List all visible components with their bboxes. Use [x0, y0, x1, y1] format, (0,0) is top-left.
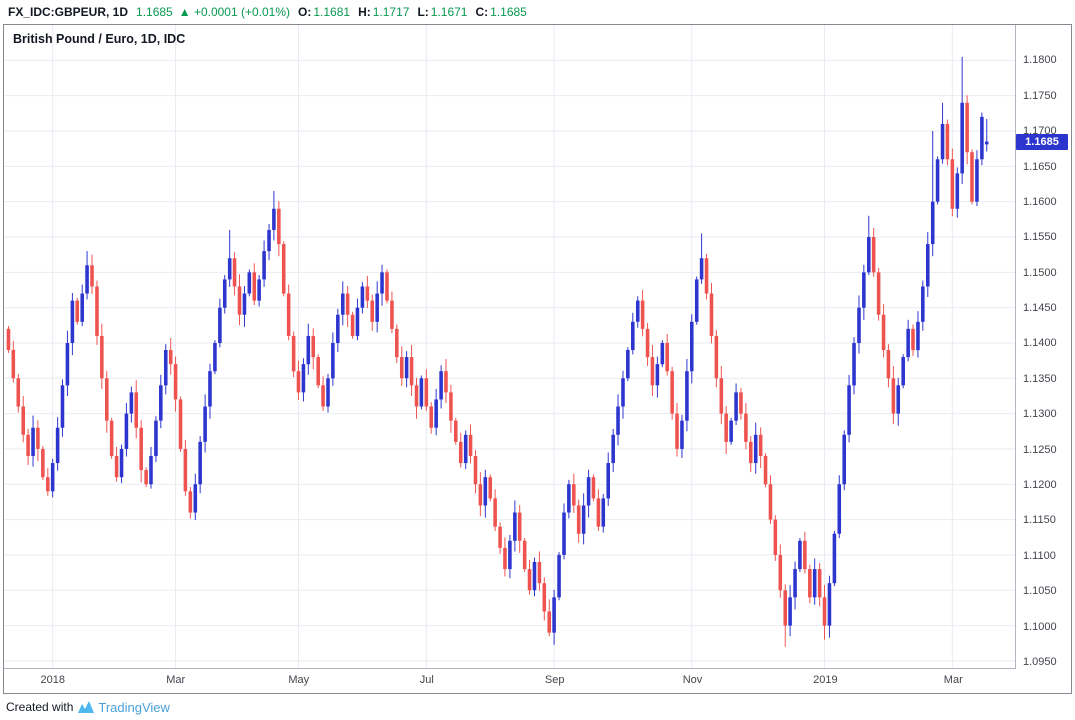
time-axis-label: Mar — [943, 674, 963, 686]
last-price-tag: 1.1685 — [1016, 133, 1068, 150]
time-axis-label: 2019 — [813, 674, 838, 686]
candlestick-chart[interactable] — [4, 25, 1015, 668]
low-value: 1.1671 — [430, 5, 468, 19]
time-axis-label: Nov — [682, 674, 703, 686]
open-label: O: — [298, 5, 312, 19]
last-price-value: 1.1685 — [136, 5, 173, 19]
low-label: L: — [417, 5, 429, 19]
time-axis[interactable]: 2018 Mar May Jul Sep Nov 2019 Mar — [4, 669, 1016, 693]
price-change: ▲ +0.0001 (+0.01%) — [178, 5, 291, 19]
high-label: H: — [358, 5, 371, 19]
chart-region: British Pound / Euro, 1D, IDC 1.1685 1.1… — [3, 24, 1072, 694]
price-axis-label: 1.1050 — [1023, 585, 1057, 598]
close-label: C: — [475, 5, 489, 19]
price-axis-label: 1.1500 — [1023, 266, 1057, 279]
tradingview-brand-text: TradingView — [98, 699, 170, 715]
price-axis-label: 1.1600 — [1023, 195, 1057, 208]
price-axis-label: 1.1750 — [1023, 89, 1057, 102]
tradingview-link[interactable]: TradingView — [78, 700, 170, 715]
time-axis-label: Jul — [419, 674, 434, 686]
price-axis-label: 1.1300 — [1023, 408, 1057, 421]
price-axis-label: 1.1400 — [1023, 337, 1057, 350]
tradingview-logo-icon — [78, 701, 95, 713]
symbol-title[interactable]: FX_IDC:GBPEUR, 1D — [8, 5, 129, 19]
price-axis-label: 1.1450 — [1023, 302, 1057, 315]
price-axis-label: 1.1350 — [1023, 372, 1057, 385]
price-axis[interactable]: 1.1685 1.1800 1.1750 1.1700 1.1650 1.1600 1.1… — [1016, 25, 1071, 669]
footer-bar: Created with TradingView — [0, 694, 1075, 720]
open-value: 1.1681 — [313, 5, 351, 19]
high-value: 1.1717 — [372, 5, 410, 19]
price-axis-label: 1.1550 — [1023, 231, 1057, 244]
candlestick-plot[interactable] — [4, 25, 1016, 669]
price-axis-label: 1.1250 — [1023, 443, 1057, 456]
time-axis-label: Sep — [544, 674, 565, 686]
price-axis-label: 1.0950 — [1023, 655, 1057, 668]
price-axis-label: 1.1000 — [1023, 620, 1057, 633]
created-with-text: Created with — [6, 700, 74, 714]
time-axis-label: Mar — [166, 674, 186, 686]
price-axis-label: 1.1100 — [1023, 549, 1056, 562]
time-axis-label: 2018 — [40, 674, 65, 686]
chart-legend[interactable]: British Pound / Euro, 1D, IDC — [13, 32, 186, 46]
price-axis-label: 1.1200 — [1023, 479, 1057, 491]
candles — [6, 56, 989, 647]
close-value: 1.1685 — [490, 5, 527, 19]
price-axis-label: 1.1150 — [1023, 514, 1056, 527]
price-axis-label: 1.1800 — [1023, 54, 1057, 67]
ohlc-bar: FX_IDC:GBPEUR, 1D 1.1685 ▲ +0.0001 (+0.0… — [0, 0, 1075, 24]
time-axis-label: May — [288, 674, 310, 686]
price-axis-label: 1.1650 — [1023, 160, 1057, 173]
